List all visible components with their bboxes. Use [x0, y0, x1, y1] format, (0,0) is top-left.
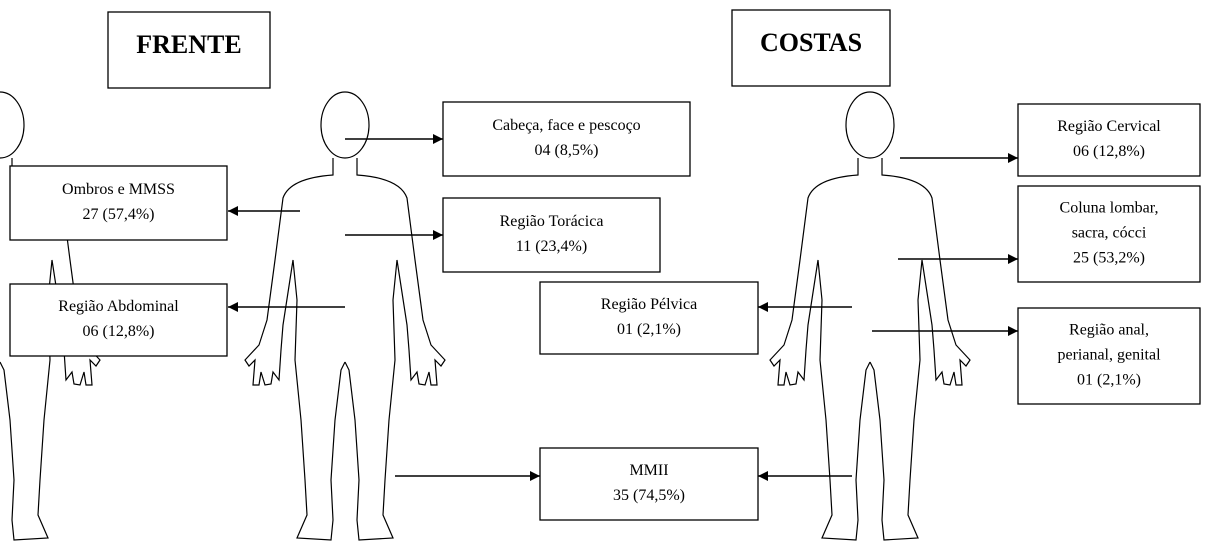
region-text: Região Pélvica	[601, 296, 697, 313]
region-box	[539, 447, 759, 521]
region-box	[539, 281, 759, 355]
back-box	[731, 9, 891, 87]
region-text: 01 (2,1%)	[617, 321, 681, 338]
front-body	[245, 92, 445, 540]
region-box	[9, 165, 228, 241]
arrows	[228, 134, 1018, 481]
region-text: MMII	[629, 462, 668, 479]
region-text: Coluna lombar,	[1060, 200, 1159, 217]
region-text: 27 (57,4%)	[83, 206, 155, 223]
region-text: 35 (74,5%)	[613, 487, 685, 504]
region-text: 01 (2,1%)	[1077, 372, 1141, 389]
front-title: FRENTE	[136, 30, 241, 59]
region-box	[1017, 185, 1201, 283]
back-title: COSTAS	[760, 28, 862, 57]
region-box	[442, 197, 661, 273]
region-text: Cabeça, face e pescoço	[492, 117, 640, 134]
region-box	[1017, 307, 1201, 405]
region-box	[9, 283, 228, 357]
region-text: perianal, genital	[1057, 347, 1161, 364]
region-text: Região Cervical	[1057, 118, 1161, 135]
region-text: 11 (23,4%)	[516, 238, 587, 255]
region-text: 04 (8,5%)	[535, 142, 599, 159]
region-text: Região Torácica	[500, 213, 604, 230]
region-text: 06 (12,8%)	[83, 323, 155, 340]
region-text: 25 (53,2%)	[1073, 250, 1145, 267]
region-text: Região Abdominal	[58, 298, 179, 315]
region-box	[1017, 103, 1201, 177]
region-text: 06 (12,8%)	[1073, 143, 1145, 160]
back-body	[770, 92, 970, 540]
region-text: sacra, cócci	[1072, 225, 1147, 242]
region-box	[442, 101, 691, 177]
front-box	[107, 11, 271, 89]
region-text: Região anal,	[1069, 322, 1149, 339]
region-text: Ombros e MMSS	[62, 181, 175, 198]
